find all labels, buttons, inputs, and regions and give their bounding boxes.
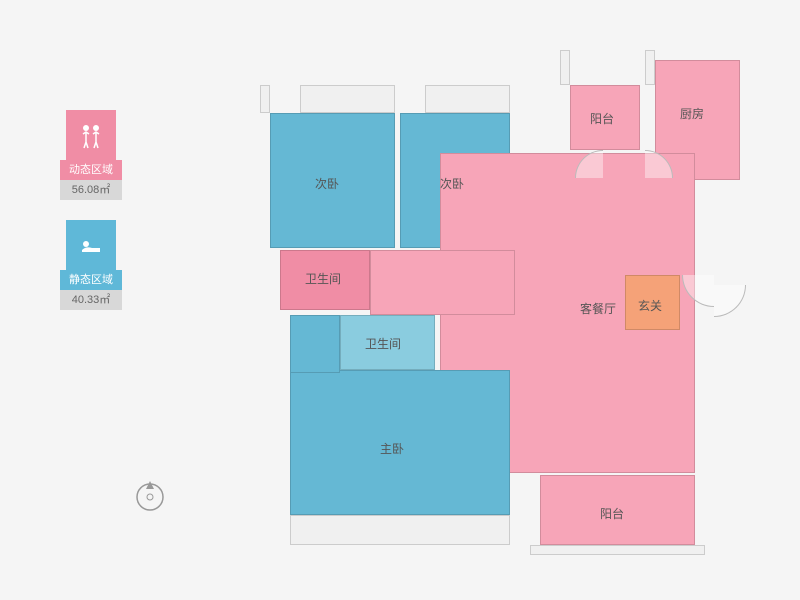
room-label-entry: 玄关 bbox=[638, 297, 662, 314]
legend-dynamic: 动态区域 56.08㎡ bbox=[60, 110, 122, 200]
people-icon-svg bbox=[76, 120, 106, 150]
room-label-kitchen: 厨房 bbox=[680, 105, 704, 122]
rest-icon-svg bbox=[76, 230, 106, 260]
legend-container: 动态区域 56.08㎡ 静态区域 40.33㎡ bbox=[60, 110, 122, 310]
exterior-element bbox=[645, 50, 655, 85]
rest-icon bbox=[66, 220, 116, 270]
legend-dynamic-label: 动态区域 bbox=[60, 160, 122, 180]
room-static-hall bbox=[290, 315, 340, 373]
room-label-balcony-top: 阳台 bbox=[590, 110, 614, 127]
room-hallway bbox=[370, 250, 515, 315]
exterior-element bbox=[290, 515, 510, 545]
room-label-balcony-bottom: 阳台 bbox=[600, 505, 624, 522]
exterior-element bbox=[560, 50, 570, 85]
legend-static-value: 40.33㎡ bbox=[60, 290, 122, 310]
exterior-element bbox=[260, 85, 270, 113]
room-label-bathroom-center: 卫生间 bbox=[365, 335, 401, 352]
legend-static-label: 静态区域 bbox=[60, 270, 122, 290]
exterior-element bbox=[425, 85, 510, 113]
room-label-living: 客餐厅 bbox=[580, 300, 616, 317]
people-icon bbox=[66, 110, 116, 160]
exterior-element bbox=[530, 545, 705, 555]
room-label-bathroom-left: 卫生间 bbox=[305, 270, 341, 287]
room-label-bedroom2-right: 次卧 bbox=[440, 175, 464, 192]
floorplan-container: 厨房阳台次卧次卧卫生间卫生间客餐厅玄关主卧阳台 bbox=[260, 25, 750, 575]
room-label-master: 主卧 bbox=[380, 440, 404, 457]
exterior-element bbox=[300, 85, 395, 113]
compass-icon bbox=[130, 475, 170, 515]
legend-static: 静态区域 40.33㎡ bbox=[60, 220, 122, 310]
legend-dynamic-value: 56.08㎡ bbox=[60, 180, 122, 200]
room-label-bedroom2-left: 次卧 bbox=[315, 175, 339, 192]
door-arc bbox=[714, 285, 746, 317]
